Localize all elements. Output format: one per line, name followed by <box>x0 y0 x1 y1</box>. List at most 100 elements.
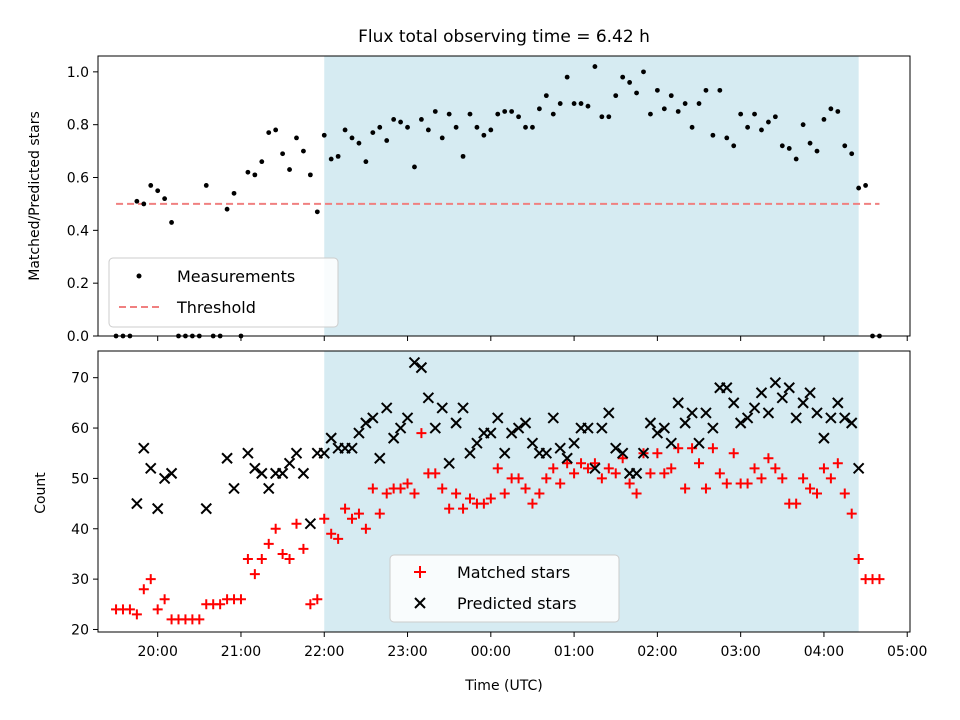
measurement-point <box>766 119 771 125</box>
predicted-star-point <box>263 482 275 495</box>
y-tick-label: 40 <box>71 522 89 538</box>
measurement-point <box>814 148 820 154</box>
predicted-star-point <box>346 442 358 454</box>
predicted-star-point <box>790 412 802 424</box>
measurement-point <box>169 220 174 225</box>
measurement-point <box>835 109 841 114</box>
predicted-star-point <box>658 422 671 434</box>
measurement-point <box>377 124 383 130</box>
predicted-star-point <box>776 392 789 404</box>
predicted-star-point <box>700 407 712 419</box>
matched-star-point <box>131 609 142 620</box>
measurement-point <box>613 93 619 99</box>
matched-star-point <box>569 468 580 479</box>
measurement-point <box>356 140 362 146</box>
measurement-point <box>675 109 681 114</box>
measurement-point <box>543 93 549 99</box>
matched-star-point <box>340 503 351 514</box>
predicted-star-point <box>165 467 178 480</box>
matched-star-point <box>527 498 538 509</box>
measurement-point <box>439 135 445 141</box>
measurement-point <box>759 127 764 133</box>
predicted-star-point <box>672 397 684 409</box>
predicted-star-point <box>818 432 830 444</box>
matched-star-point <box>798 473 809 484</box>
predicted-star-point <box>741 412 754 424</box>
measurement-point <box>321 132 327 138</box>
measurement-point <box>155 188 161 194</box>
matched-star-point <box>839 488 850 499</box>
matched-star-point <box>402 478 413 489</box>
predicted-star-point <box>360 417 372 429</box>
bottom-panel: 20 30 40 50 60 70 20:00 21:00 22:00 23:00 00:00 01… <box>33 350 927 694</box>
matched-star-point <box>194 614 205 625</box>
matched-star-point <box>707 443 718 454</box>
measurement-point <box>668 93 674 99</box>
measurement-point <box>856 185 862 191</box>
matched-star-point <box>395 483 406 494</box>
matched-star-point <box>520 483 531 494</box>
measurement-point <box>425 127 431 133</box>
predicted-star-point <box>408 356 421 369</box>
predicted-star-point <box>401 412 414 424</box>
measurement-point <box>273 127 279 133</box>
matched-star-point <box>721 478 732 489</box>
predicted-star-point <box>498 447 511 459</box>
y-tick-label: 70 <box>71 371 89 387</box>
matched-star-point <box>763 453 774 464</box>
predicted-star-point <box>325 432 337 444</box>
measurement-point <box>294 135 299 141</box>
predicted-star-point <box>297 467 310 480</box>
x-axis-label: Time (UTC) <box>464 678 542 694</box>
y-tick-label: 0.6 <box>67 171 89 187</box>
measurement-point <box>134 198 140 204</box>
predicted-stars-points <box>131 356 865 530</box>
measurement-point <box>745 124 750 130</box>
matched-star-point <box>576 458 587 469</box>
matched-star-point <box>159 594 170 605</box>
measurement-point <box>641 69 646 75</box>
measurement-point <box>752 111 757 117</box>
matched-star-point <box>430 468 441 479</box>
predicted-star-point <box>443 457 455 470</box>
measurement-points <box>113 64 882 339</box>
predicted-star-point <box>769 377 782 389</box>
predicted-star-point <box>707 422 719 434</box>
matched-star-point <box>360 523 371 534</box>
legend-threshold-label: Threshold <box>176 298 256 317</box>
matched-star-point <box>152 604 163 615</box>
predicted-star-point <box>436 402 448 414</box>
top-x-ticks <box>157 336 908 341</box>
measurement-point <box>717 87 723 93</box>
measurement-point <box>564 74 570 80</box>
predicted-star-point <box>471 437 483 449</box>
measurement-point <box>550 111 556 117</box>
matched-star-point <box>555 478 566 489</box>
matched-star-point <box>270 523 281 534</box>
predicted-star-point <box>603 407 615 419</box>
matched-star-point <box>381 488 392 499</box>
measurement-point <box>481 132 487 138</box>
y-tick-label: 60 <box>71 421 89 437</box>
matched-star-point <box>589 458 600 469</box>
predicted-star-point <box>582 422 594 434</box>
measurement-point <box>738 111 744 117</box>
measurement-point <box>259 159 265 165</box>
predicted-star-point <box>644 417 657 429</box>
x-tick-label: 23:00 <box>387 644 427 660</box>
bottom-legend: Matched stars Predicted stars <box>389 554 620 623</box>
top-y-ticks: 0.0 0.2 0.4 0.6 0.8 1.0 <box>67 65 98 345</box>
x-tick-label: 02:00 <box>637 644 677 660</box>
matched-star-point <box>485 493 496 504</box>
top-panel: 0.0 0.2 0.4 0.6 0.8 1.0 Flux total observing … <box>27 27 911 345</box>
predicted-star-point <box>415 361 428 374</box>
matched-star-point <box>756 473 767 484</box>
predicted-star-point <box>519 417 532 429</box>
measurement-point <box>363 159 369 165</box>
predicted-star-point <box>276 467 289 480</box>
matched-star-point <box>409 488 420 499</box>
matched-star-point <box>541 473 552 484</box>
matched-star-point <box>458 503 469 514</box>
measurement-point <box>800 122 806 128</box>
predicted-star-point <box>131 497 143 510</box>
